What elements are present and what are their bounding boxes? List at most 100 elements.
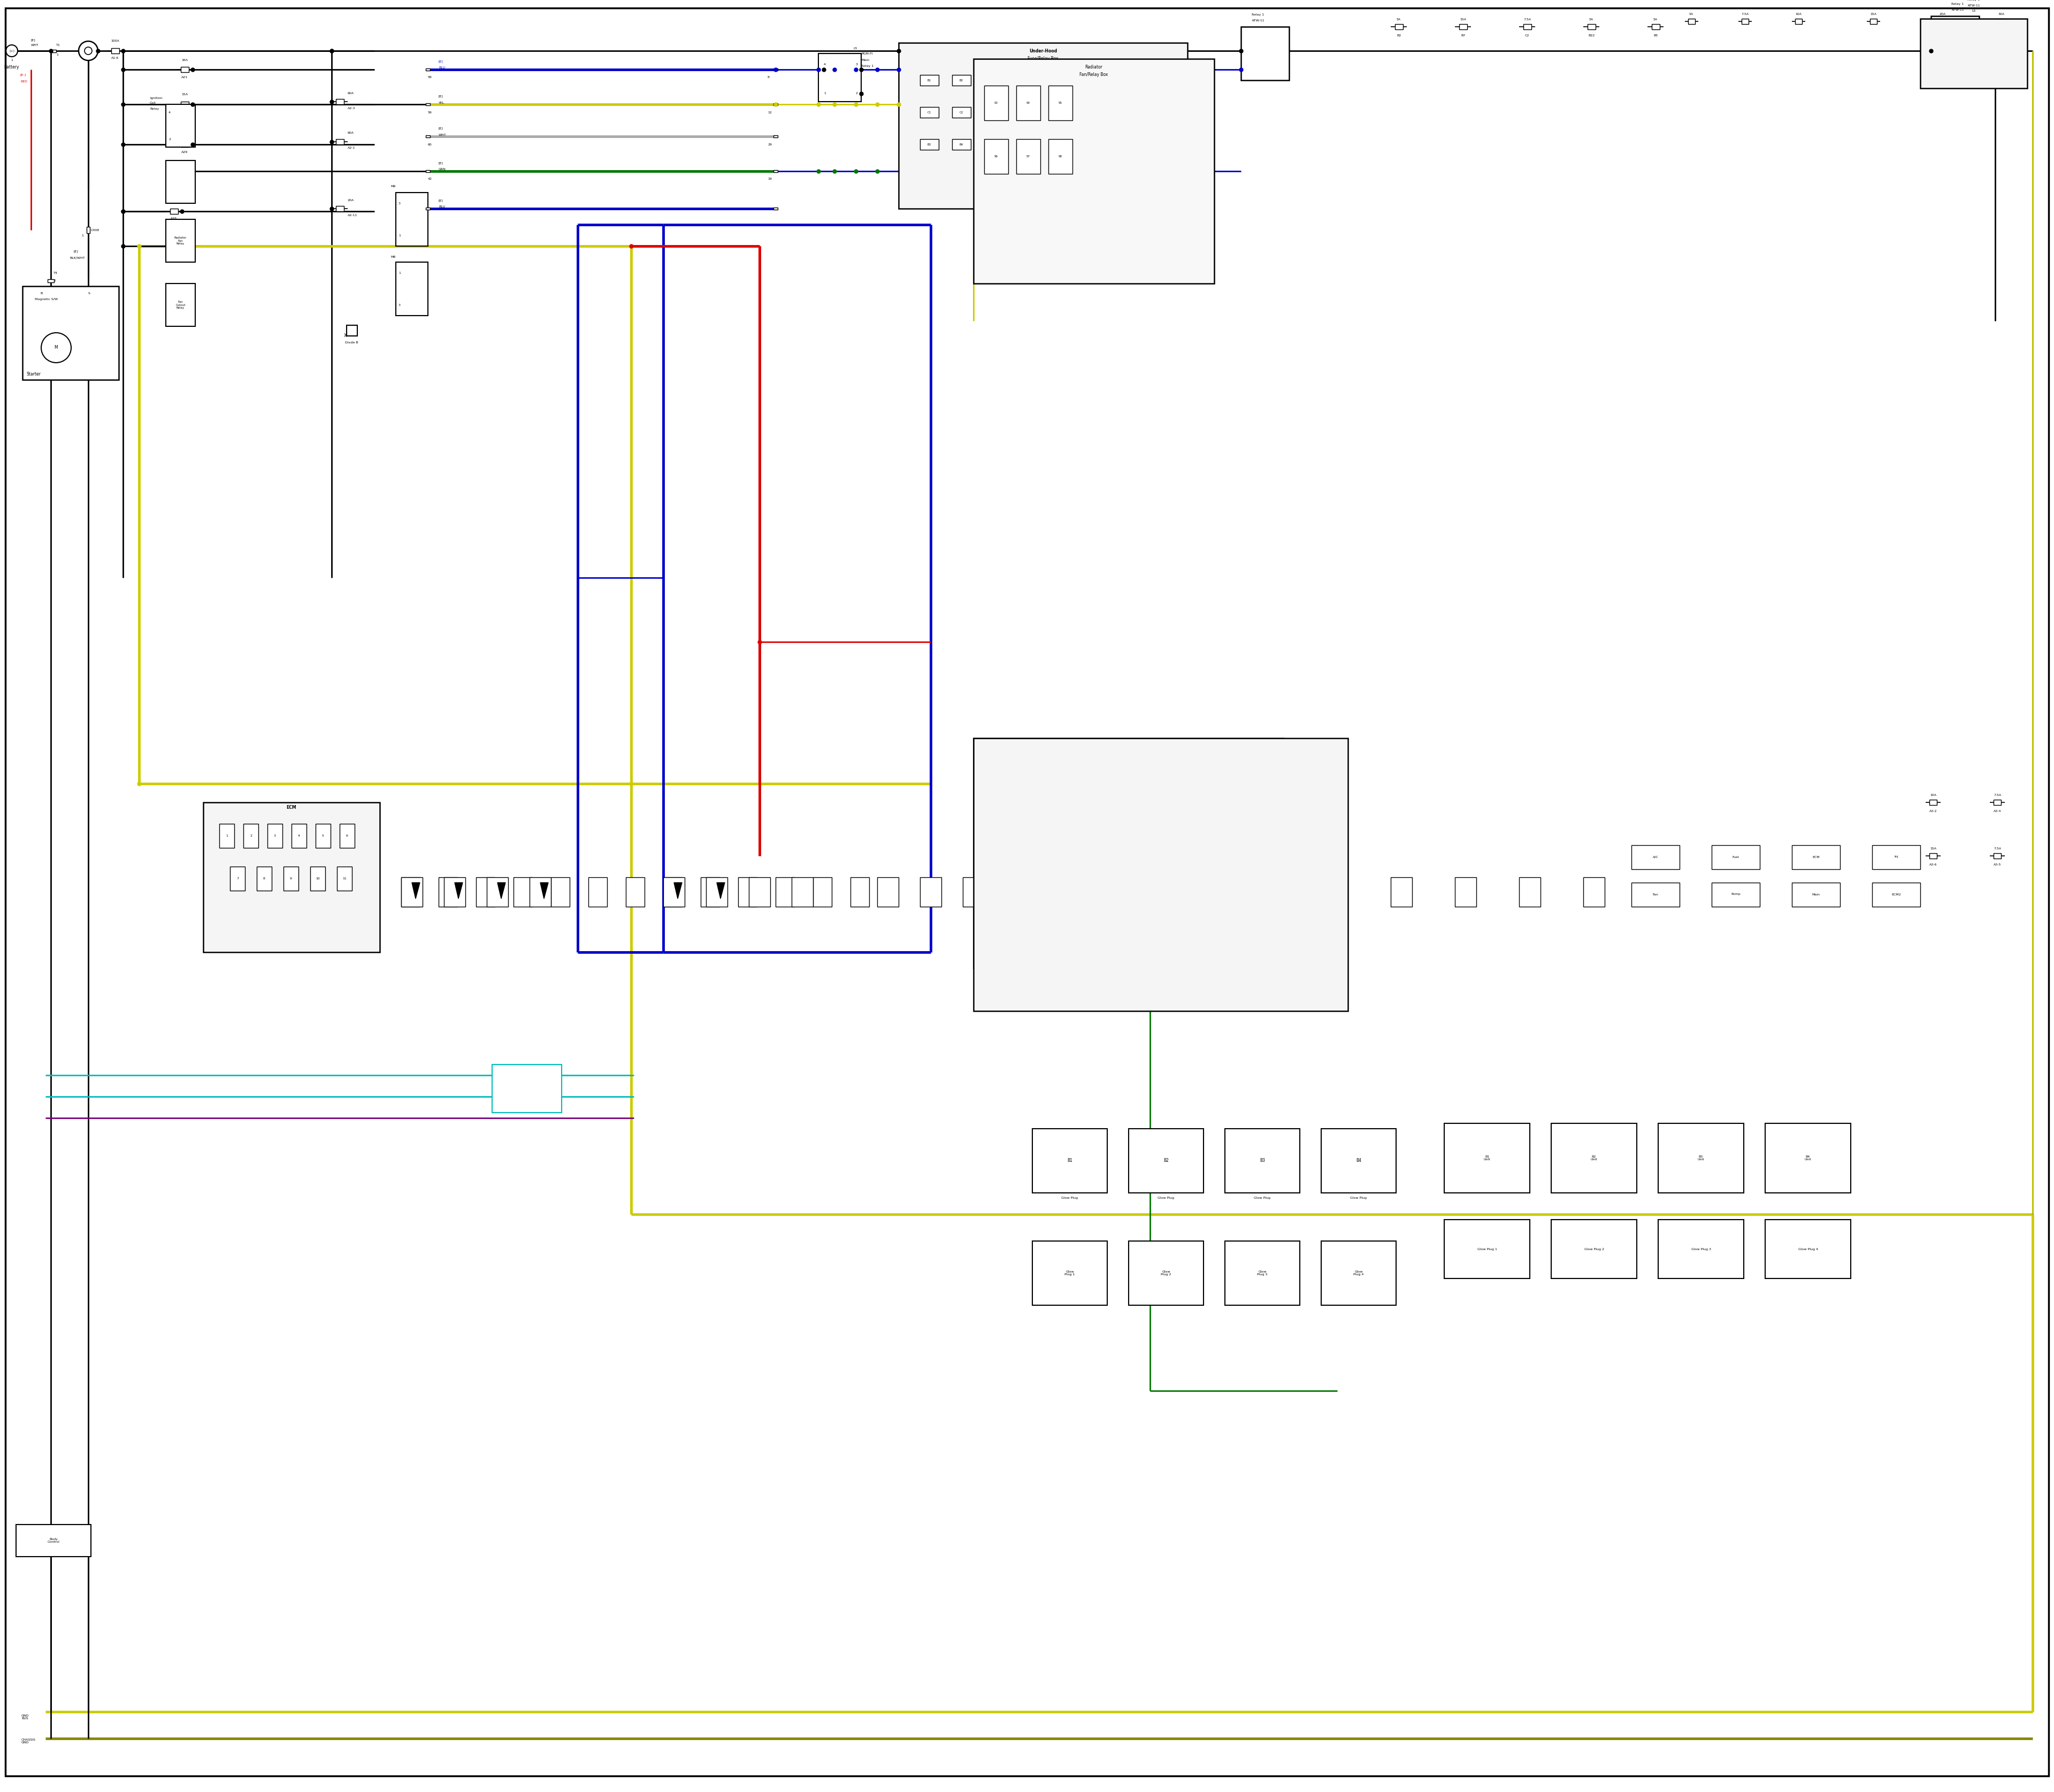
Bar [181, 142, 189, 147]
Bar [774, 68, 778, 70]
Bar [170, 208, 179, 213]
Text: B2
Unit: B2 Unit [1590, 1156, 1598, 1161]
Text: 10A: 10A [1795, 13, 1801, 16]
Bar [493, 1064, 561, 1113]
Bar [1033, 1242, 1107, 1305]
Text: WHT: WHT [31, 45, 39, 47]
Text: 59: 59 [427, 111, 431, 113]
Text: Radiator
Fan
Relay: Radiator Fan Relay [175, 237, 187, 246]
Text: Glow
Plug 4: Glow Plug 4 [1354, 1271, 1364, 1276]
Text: ECM2: ECM2 [1892, 892, 1900, 896]
Text: [E-]: [E-] [21, 73, 27, 77]
Bar [166, 161, 195, 202]
Text: Inj: Inj [1894, 855, 1898, 858]
Text: [E]: [E] [440, 95, 444, 97]
Bar [550, 878, 569, 907]
Bar [203, 803, 380, 952]
Bar [1795, 18, 1801, 23]
Text: Radiator: Radiator [1085, 65, 1103, 70]
Text: B4: B4 [1356, 1158, 1362, 1163]
Bar [1711, 883, 1760, 907]
Text: 15A: 15A [1460, 18, 1467, 20]
Bar [335, 206, 343, 211]
Text: B1: B1 [1068, 1158, 1072, 1163]
Text: Glow Plug 3: Glow Plug 3 [1690, 1247, 1711, 1251]
Text: 60A: 60A [347, 91, 353, 95]
Circle shape [6, 45, 18, 57]
Text: 12: 12 [768, 111, 772, 113]
Text: CHASSIS
GND: CHASSIS GND [21, 1738, 35, 1744]
Bar [1551, 1220, 1637, 1278]
Bar [487, 878, 507, 907]
Bar [425, 136, 429, 138]
Polygon shape [717, 883, 725, 898]
Bar [813, 878, 832, 907]
Text: 10A: 10A [181, 133, 187, 136]
Text: [E]: [E] [31, 39, 35, 41]
Bar [920, 140, 939, 151]
Text: S5: S5 [1058, 102, 1062, 104]
Bar [166, 104, 195, 147]
Bar [1929, 799, 1937, 805]
Bar [1128, 1242, 1204, 1305]
Bar [817, 54, 861, 102]
Text: B7: B7 [1460, 34, 1465, 36]
Text: Fan: Fan [1653, 892, 1658, 896]
Text: S6: S6 [994, 156, 998, 158]
Polygon shape [454, 883, 462, 898]
Text: A2-1: A2-1 [347, 147, 355, 149]
Text: Relay: Relay [150, 108, 158, 109]
Bar [401, 878, 419, 907]
Text: KFW-11: KFW-11 [1968, 4, 1980, 7]
Text: [E]: [E] [440, 61, 444, 63]
Circle shape [41, 333, 72, 362]
Text: Magnetic S/W: Magnetic S/W [35, 297, 58, 301]
Bar [1321, 1242, 1397, 1305]
Text: M8: M8 [390, 256, 396, 258]
Bar [953, 108, 972, 118]
Bar [700, 878, 719, 907]
Text: RED: RED [21, 81, 27, 82]
Text: 5A: 5A [1653, 18, 1658, 20]
Text: 4: 4 [298, 835, 300, 837]
Bar [1631, 883, 1680, 907]
Bar [737, 878, 756, 907]
Text: GND
BUS: GND BUS [21, 1715, 29, 1720]
Bar [953, 140, 972, 151]
Text: 59: 59 [427, 77, 431, 79]
Text: 5A: 5A [1688, 13, 1692, 16]
Bar [774, 104, 778, 106]
Text: S7: S7 [1027, 156, 1031, 158]
Text: M9: M9 [390, 185, 396, 188]
Bar [990, 760, 1017, 794]
Bar [1584, 878, 1604, 907]
Text: KFW-11: KFW-11 [1951, 9, 1964, 11]
Text: 5: 5 [322, 835, 325, 837]
Bar [47, 280, 53, 283]
Bar [166, 283, 195, 326]
Text: 60: 60 [427, 143, 431, 145]
Bar [335, 140, 343, 145]
Text: [E]: [E] [440, 199, 444, 202]
Bar [530, 878, 550, 907]
Text: 10: 10 [316, 878, 320, 880]
Text: B3: B3 [926, 143, 930, 145]
Text: A3-2: A3-2 [1929, 810, 1937, 812]
Bar [1048, 140, 1072, 174]
Text: Glow Plug: Glow Plug [1349, 1197, 1366, 1199]
Text: A29: A29 [181, 151, 187, 154]
Text: 1: 1 [55, 54, 58, 56]
Text: KFW-11: KFW-11 [1251, 20, 1265, 22]
Text: Glow Plug 2: Glow Plug 2 [1584, 1247, 1604, 1251]
Text: Glow
Plug 3: Glow Plug 3 [1257, 1271, 1267, 1276]
Text: ECM: ECM [1812, 855, 1820, 858]
Text: C1: C1 [1000, 776, 1004, 778]
Text: S: S [88, 292, 90, 294]
Bar [1551, 1124, 1637, 1193]
Text: Relay 1: Relay 1 [1251, 14, 1263, 16]
Text: 100A: 100A [111, 39, 119, 43]
Bar [1454, 878, 1477, 907]
Text: L5: L5 [1972, 9, 1976, 13]
Bar [267, 824, 283, 848]
Text: B22: B22 [990, 111, 996, 113]
